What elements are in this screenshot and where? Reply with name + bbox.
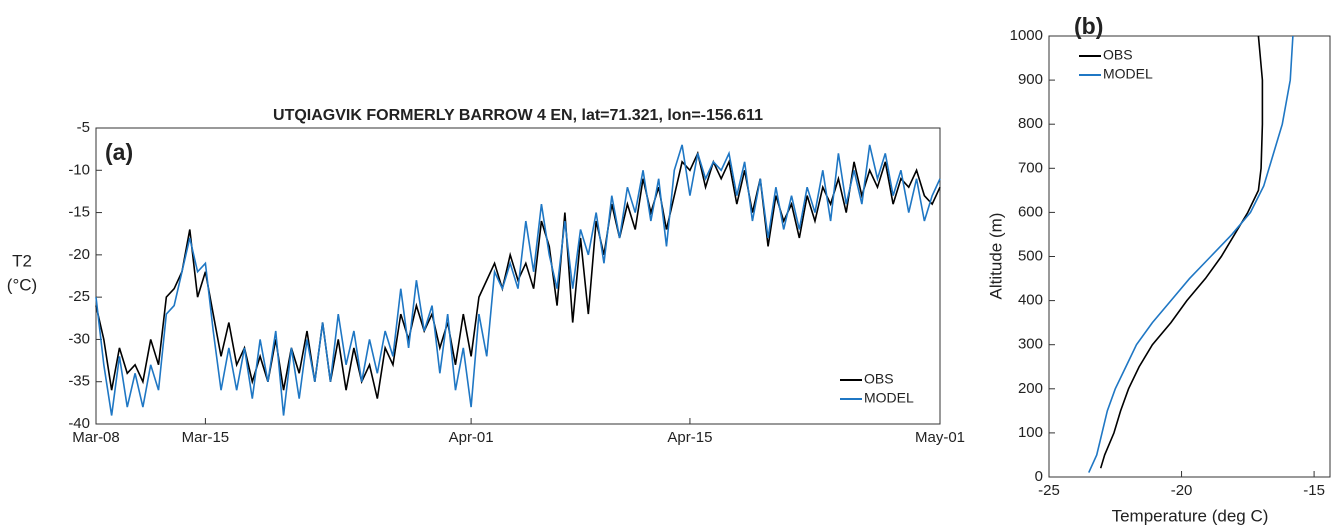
x-tick-label: Mar-08 (72, 429, 120, 446)
y-tick-label: -30 (68, 330, 90, 347)
y-tick-label: -20 (68, 246, 90, 263)
plot-frame (1048, 35, 1331, 478)
x-tick-label: May-01 (915, 429, 965, 446)
y-tick-label: 600 (1018, 203, 1043, 220)
y-tick-label: 900 (1018, 71, 1043, 88)
y-tick-label: 500 (1018, 247, 1043, 264)
x-tick-label: -25 (1038, 482, 1060, 499)
legend-label: MODEL (864, 390, 914, 406)
x-tick-label: Apr-15 (667, 429, 712, 446)
y-tick-label: 200 (1018, 380, 1043, 397)
y-tick-label: 700 (1018, 159, 1043, 176)
y-tick-label: 800 (1018, 115, 1043, 132)
y-axis-label: (°C) (7, 275, 37, 294)
x-axis-label: Temperature (deg C) (1112, 506, 1269, 525)
y-tick-label: 1000 (1010, 27, 1043, 44)
data-line (1099, 35, 1264, 469)
data-line (95, 150, 941, 399)
chart-title: UTQIAGVIK FORMERLY BARROW 4 EN, lat=71.3… (273, 107, 763, 124)
y-tick-label: -5 (77, 119, 90, 136)
y-tick-label: -40 (68, 415, 90, 432)
legend-label: OBS (1103, 47, 1133, 63)
y-tick-label: -25 (68, 288, 90, 305)
y-tick-label: -15 (68, 204, 90, 221)
panel-label: (b) (1074, 13, 1103, 39)
legend-label: OBS (864, 371, 894, 387)
data-line (95, 144, 941, 416)
x-tick-label: -15 (1303, 482, 1325, 499)
panel-label: (a) (105, 139, 133, 165)
y-tick-label: -10 (68, 161, 90, 178)
y-tick-label: -35 (68, 373, 90, 390)
legend-label: MODEL (1103, 66, 1153, 82)
y-axis-label: Altitude (m) (986, 213, 1005, 300)
x-tick-label: -20 (1171, 482, 1193, 499)
x-tick-label: Apr-01 (449, 429, 494, 446)
y-tick-label: 400 (1018, 292, 1043, 309)
data-line (1088, 35, 1294, 473)
plot-frame (95, 127, 941, 425)
y-tick-label: 300 (1018, 336, 1043, 353)
x-tick-label: Mar-15 (182, 429, 230, 446)
y-axis-label: T2 (12, 251, 32, 270)
y-tick-label: 0 (1035, 468, 1043, 485)
y-tick-label: 100 (1018, 424, 1043, 441)
